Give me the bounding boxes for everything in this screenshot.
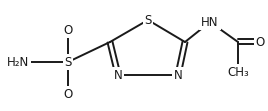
Text: N: N	[114, 68, 122, 81]
Text: S: S	[64, 56, 72, 68]
Text: S: S	[144, 14, 152, 27]
Text: HN: HN	[201, 16, 219, 29]
Text: O: O	[63, 87, 73, 100]
Text: CH₃: CH₃	[227, 65, 249, 78]
Text: O: O	[255, 36, 265, 49]
Text: O: O	[63, 24, 73, 37]
Text: H₂N: H₂N	[7, 56, 29, 68]
Text: N: N	[174, 68, 183, 81]
